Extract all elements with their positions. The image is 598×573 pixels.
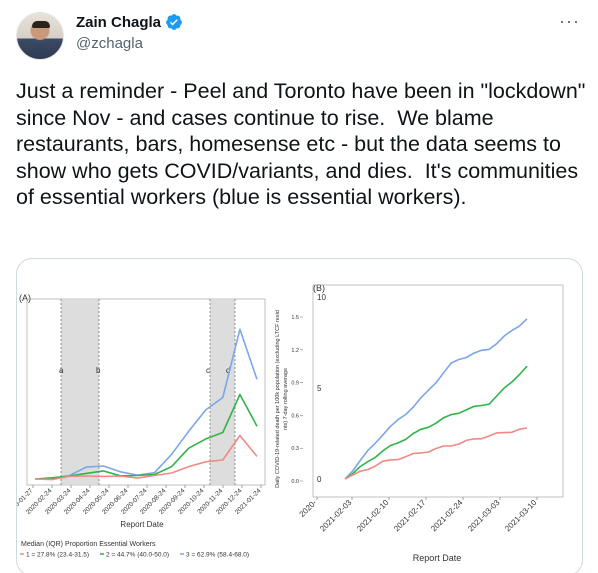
panel-a-shade-label-b: b bbox=[96, 366, 101, 375]
panel-b-series-line bbox=[344, 318, 528, 480]
panel-a-shade-label-d: d bbox=[226, 366, 230, 375]
verified-icon bbox=[166, 14, 182, 30]
panel-b-xtick-label: 2021-02-17 bbox=[392, 498, 428, 534]
tweet-text: Just a reminder - Peel and Toronto have … bbox=[16, 79, 592, 209]
panel-b-xtick-label: 2021-03-03 bbox=[466, 498, 502, 534]
panel-b-ytick-label: 10 bbox=[317, 293, 326, 302]
panel-b-left-ytick-label: 0.0 bbox=[291, 479, 299, 485]
panel-a-xlabel: Report Date bbox=[120, 520, 164, 529]
author-display-name[interactable]: Zain Chagla bbox=[76, 13, 162, 31]
panel-a-series-line bbox=[34, 434, 258, 481]
panel-a: (A)a b c d2020-01-272020-02-242020-03-24202… bbox=[17, 293, 266, 559]
panel-b-xtick-label: 2021-02-24 bbox=[429, 498, 465, 534]
panel-b-ytick-label: 5 bbox=[317, 384, 322, 393]
panel-b-series-line bbox=[344, 365, 528, 480]
panel-b-left-ytick-label: 1.2 bbox=[291, 348, 299, 354]
panel-a-legend-item: 3 = 62.9% (58.4-68.0) bbox=[186, 552, 249, 559]
panel-b-ytick-label: 0 bbox=[317, 475, 322, 484]
author-handle[interactable]: @zchagla bbox=[76, 35, 143, 52]
panel-b-left-ylabel: Daily COVID-19-related death per 100k po… bbox=[275, 310, 281, 488]
panel-b-frame bbox=[312, 284, 564, 498]
panel-a-legend-item: 1 = 27.8% (23.4-31.5) bbox=[26, 552, 89, 559]
panel-b-left-ytick-label: 0.6 bbox=[291, 413, 299, 419]
tweet-media-image[interactable]: (A) a b c d 2020-01-27 2020-02-24 2020-03-24 202… bbox=[16, 258, 583, 573]
panel-a-label: (A) bbox=[19, 293, 31, 303]
panel-b-left-ytick-label: 0.9 bbox=[291, 381, 299, 387]
panel-b-left-ytick-label: 1.5 bbox=[291, 315, 299, 321]
panel-a-shade-label-a: a bbox=[59, 366, 64, 375]
panel-a-frame bbox=[26, 298, 266, 486]
panel-b-left-ytick-label: 0.3 bbox=[291, 446, 299, 452]
panel-a-series-line bbox=[35, 328, 258, 480]
panel-b: (B) 1.5 1.2 0.9 0.6 0.3 0.0 Daily COVID-19-rela… bbox=[275, 283, 564, 563]
panel-b-xtick-label: 2020- bbox=[298, 498, 319, 519]
panel-b-label: (B) bbox=[313, 283, 325, 293]
panel-a-shade-2 bbox=[210, 299, 235, 485]
more-options-icon[interactable]: ··· bbox=[559, 11, 580, 31]
panel-b-left-ylabel-2: nts) 7-day rolling average bbox=[283, 368, 289, 430]
panel-a-shade-label-c: c bbox=[206, 366, 210, 375]
author-name-row: Zain Chagla bbox=[76, 13, 183, 31]
avatar-hair bbox=[32, 21, 50, 28]
panel-a-legend-title: Median (IQR) Proportion Essential Worker… bbox=[21, 541, 156, 548]
panel-b-xtick-label: 2021-02-03 bbox=[318, 498, 354, 534]
panel-a-shade-1 bbox=[61, 299, 99, 485]
panel-b-series-line bbox=[344, 427, 528, 480]
panel-b-xtick-label: 2021-02-10 bbox=[355, 498, 391, 534]
panel-a-legend-item: 2 = 44.7% (40.0-50.0) bbox=[106, 552, 169, 559]
panel-b-xlabel: Report Date bbox=[413, 553, 462, 563]
panel-b-xtick-label: 2021-03-10 bbox=[503, 498, 539, 534]
chart-figure: (A)a b c d2020-01-272020-02-242020-03-24202… bbox=[17, 283, 564, 563]
avatar[interactable] bbox=[16, 12, 64, 60]
